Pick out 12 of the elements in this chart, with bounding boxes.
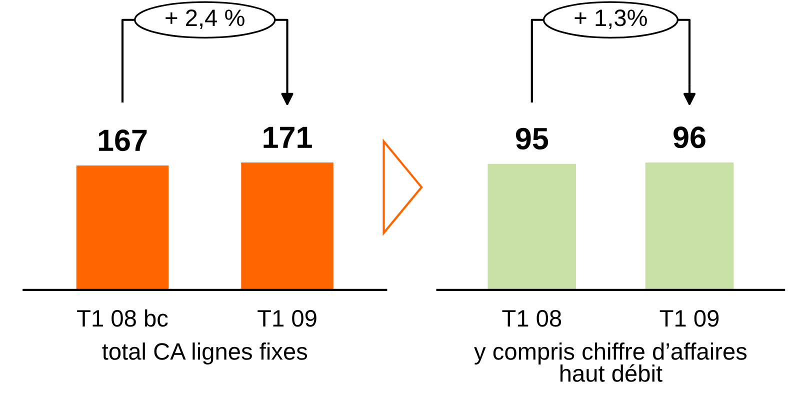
data-label: 167 xyxy=(98,130,147,152)
x-tick-label: T1 08 xyxy=(502,310,562,327)
data-label: 171 xyxy=(264,126,312,148)
x-tick-label: T1 09 xyxy=(660,310,719,327)
text: + 2,4 % xyxy=(166,9,244,29)
x-axis-title: total CA lignes fixes xyxy=(102,342,308,365)
data-label: 96 xyxy=(674,126,706,148)
text: + 1,3% xyxy=(574,9,647,29)
x-axis-title: y compris chiffre d’affaires haut débit xyxy=(474,342,747,382)
data-label: 95 xyxy=(516,128,548,150)
x-tick-label: T1 08 bc xyxy=(77,309,168,327)
x-tick-label: T1 09 xyxy=(258,310,316,327)
